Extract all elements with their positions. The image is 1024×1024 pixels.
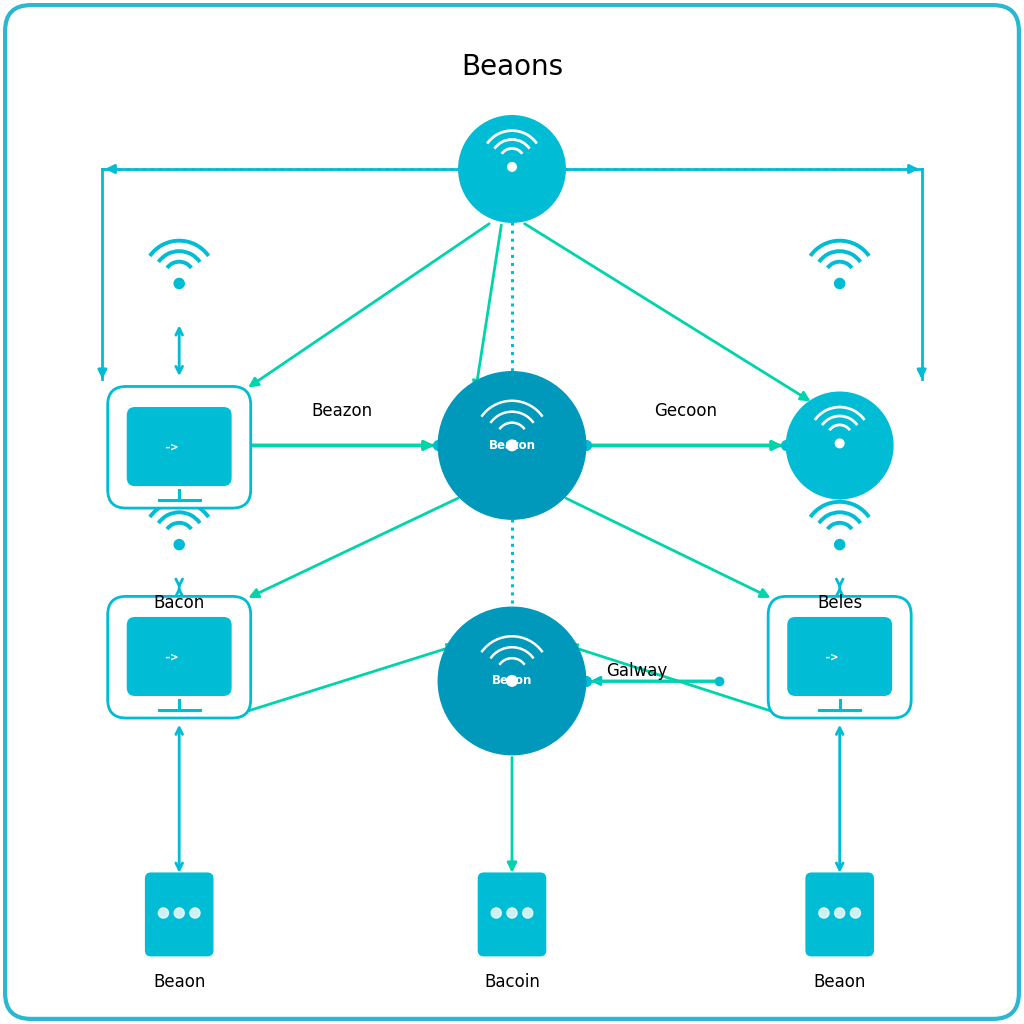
Text: ->: -> xyxy=(163,441,178,455)
Text: Beaon: Beaon xyxy=(813,973,866,991)
Circle shape xyxy=(850,908,860,919)
Text: Beazon: Beazon xyxy=(311,401,373,420)
FancyBboxPatch shape xyxy=(108,596,251,718)
FancyBboxPatch shape xyxy=(127,616,231,696)
FancyBboxPatch shape xyxy=(477,872,547,956)
Text: Bacoin: Bacoin xyxy=(484,973,540,991)
Text: Beaon: Beaon xyxy=(153,973,206,991)
Circle shape xyxy=(159,908,169,919)
Circle shape xyxy=(835,540,845,550)
Circle shape xyxy=(786,392,893,499)
Circle shape xyxy=(835,908,845,919)
Circle shape xyxy=(438,607,586,755)
Circle shape xyxy=(836,439,844,447)
Text: Gecoon: Gecoon xyxy=(654,401,718,420)
Text: Bacon: Bacon xyxy=(154,594,205,612)
Circle shape xyxy=(174,279,184,289)
Circle shape xyxy=(507,440,517,451)
Text: Galway: Galway xyxy=(606,662,668,680)
Text: Becon: Becon xyxy=(492,675,532,687)
Text: ->: -> xyxy=(823,651,839,665)
Text: Beaons: Beaons xyxy=(461,52,563,81)
FancyBboxPatch shape xyxy=(768,596,911,718)
Circle shape xyxy=(507,908,517,919)
Text: Beaton: Beaton xyxy=(488,439,536,452)
FancyBboxPatch shape xyxy=(127,407,231,486)
Circle shape xyxy=(174,540,184,550)
FancyBboxPatch shape xyxy=(5,5,1019,1019)
Text: Beles: Beles xyxy=(817,594,862,612)
Circle shape xyxy=(507,676,517,686)
Circle shape xyxy=(174,908,184,919)
Circle shape xyxy=(459,116,565,222)
Text: ->: -> xyxy=(163,651,178,665)
FancyBboxPatch shape xyxy=(805,872,873,956)
FancyBboxPatch shape xyxy=(787,616,892,696)
Circle shape xyxy=(508,163,516,171)
Circle shape xyxy=(819,908,829,919)
Circle shape xyxy=(189,908,200,919)
Circle shape xyxy=(438,372,586,519)
FancyBboxPatch shape xyxy=(145,872,213,956)
Circle shape xyxy=(835,279,845,289)
FancyBboxPatch shape xyxy=(108,386,251,508)
Circle shape xyxy=(492,908,502,919)
Circle shape xyxy=(522,908,532,919)
